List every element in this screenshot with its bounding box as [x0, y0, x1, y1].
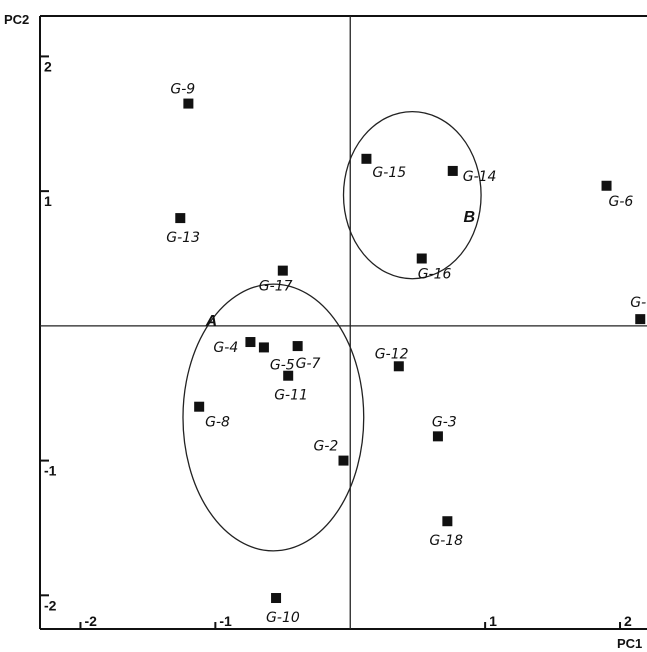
data-point-label: G-7: [296, 356, 321, 372]
data-point-marker: [447, 165, 458, 176]
data-points: G-9 G-13 G-17 G-15 G-14 G-16 G-6 G- G-4 G-5 G-7 G-1…: [166, 82, 646, 626]
group-a-ellipse: [182, 283, 365, 552]
y-tick-label: -2: [44, 597, 57, 613]
data-point-label: G-18: [429, 533, 463, 549]
data-point-label: G-5: [270, 357, 295, 373]
data-point-label: G-4: [213, 340, 238, 356]
x-tick-label: -1: [219, 613, 232, 629]
x-axis-title: PC1: [617, 636, 642, 651]
data-point-marker: [601, 180, 612, 191]
data-point-label: G-14: [463, 169, 497, 185]
data-point-marker: [183, 98, 194, 109]
data-point-label: G-13: [166, 230, 200, 246]
y-tick-label: 1: [44, 193, 52, 209]
data-point-label: G-9: [170, 82, 195, 98]
data-point-label: G-10: [266, 610, 300, 626]
y-tick-label: 2: [44, 58, 52, 74]
data-point-label: G-: [630, 295, 646, 311]
y-tick-label: -1: [44, 463, 57, 479]
axis-ticks: -2 -1 1 2 2 1 -1 -2: [40, 55, 632, 629]
data-point-marker: [283, 370, 294, 381]
data-point-label: G-2: [314, 439, 339, 455]
plot-frame: [39, 15, 647, 630]
data-point-label: G-15: [372, 165, 406, 181]
data-point-marker: [175, 213, 186, 224]
data-point-marker: [635, 314, 646, 325]
data-point-marker: [258, 342, 269, 353]
data-point-label: G-8: [205, 415, 230, 431]
data-point-marker: [338, 455, 349, 466]
data-point-label: G-12: [375, 346, 409, 362]
data-point-marker: [361, 153, 372, 164]
group-a-label: A: [205, 313, 218, 330]
data-point-label: G-6: [609, 194, 634, 210]
group-b-ellipse: [342, 111, 482, 280]
data-point-label: G-16: [418, 267, 452, 283]
data-point-marker: [292, 341, 303, 352]
data-point-marker: [393, 361, 404, 372]
data-point-marker: [442, 516, 453, 527]
zero-lines: [40, 16, 647, 629]
y-axis-title: PC2: [4, 12, 29, 27]
x-tick-label: 1: [489, 613, 497, 629]
data-point-marker: [416, 253, 427, 264]
data-point-label: G-17: [259, 279, 293, 295]
x-tick-label: -2: [84, 613, 97, 629]
group-b-label: B: [463, 209, 475, 226]
data-point-marker: [432, 431, 443, 442]
data-point-marker: [194, 401, 205, 412]
data-point-label: G-11: [274, 388, 308, 404]
data-point-marker: [277, 265, 288, 276]
group-ellipses: AB: [182, 111, 482, 552]
data-point-label: G-3: [432, 414, 457, 430]
data-point-marker: [271, 593, 282, 604]
data-point-marker: [245, 337, 256, 348]
x-tick-label: 2: [624, 613, 632, 629]
